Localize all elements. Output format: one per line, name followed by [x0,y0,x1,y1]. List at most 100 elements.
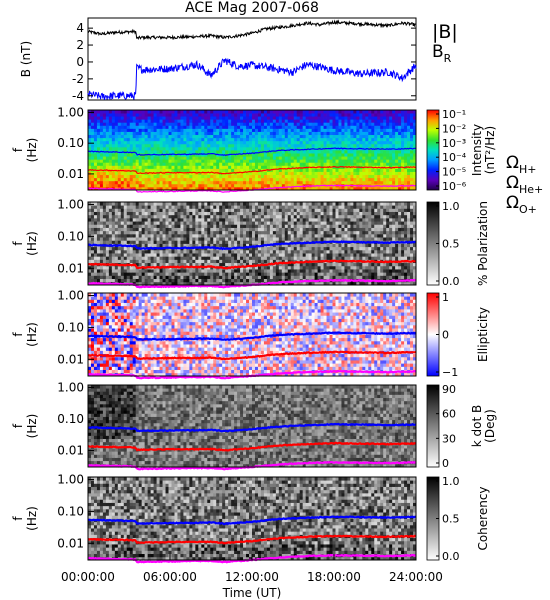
spectrogram-cell [311,168,316,172]
spectrogram-cell [132,281,137,286]
spectrogram-cell [120,237,125,241]
spectrogram-cell [165,240,169,244]
spectrogram-cell [386,125,390,129]
spectrogram-cell [201,174,205,179]
spectrogram-cell [192,137,196,142]
spectrogram-cell [272,221,277,225]
spectrogram-cell [234,137,238,142]
spectrogram-cell [389,134,393,139]
spectrogram-cell [171,140,175,145]
spectrogram-cell [296,146,301,151]
spectrogram-cell [359,159,363,163]
spectrogram-cell [150,230,154,235]
spectrogram-cell [320,262,324,267]
spectrogram-cell [395,119,399,123]
spectrogram-cell [204,262,208,267]
spectrogram-cell [317,131,321,136]
spectrogram-cell [174,240,178,244]
spectrogram-cell [284,119,289,123]
spectrogram-cell [129,246,134,251]
spectrogram-cell [287,134,292,139]
spectrogram-cell [120,165,125,169]
spectrogram-cell [117,119,122,123]
spectrogram-cell [111,211,116,216]
spectrogram-cell [263,249,268,254]
spectrogram-cell [413,186,417,191]
spectrogram-cell [317,205,321,209]
spectrogram-cell [338,168,342,172]
spectrogram-cell [213,162,217,166]
spectrogram-cell [243,137,247,142]
spectrogram-cell [117,259,122,264]
spectrogram-cell [252,211,256,216]
spectrogram-cell [138,140,143,145]
spectrogram-cell [252,137,256,142]
spectrogram-cell [290,265,295,270]
spectrogram-cell [380,177,384,182]
spectrogram-cell [198,128,202,132]
spectrogram-cell [117,165,122,169]
spectrogram-cell [296,202,301,206]
spectrogram-cell [198,137,202,142]
spectrogram-cell [102,137,107,142]
spectrogram-cell [299,214,304,219]
spectrogram-cell [234,146,238,151]
spectrogram-cell [362,143,366,148]
spectrogram-cell [293,174,298,179]
spectrogram-cell [323,119,327,123]
spectrogram-cell [213,217,217,222]
spectrogram-cell [374,177,378,182]
spectrogram-cell [165,143,169,148]
spectrogram-cell [275,146,280,151]
spectrogram-cell [389,153,393,157]
spectrogram-cell [168,134,172,139]
spectrogram-cell [195,227,199,232]
spectrogram-cell [177,269,181,273]
spectrogram-cell [281,265,286,270]
spectrogram-cell [108,275,113,280]
spectrogram-cell [266,233,271,238]
spectrogram-cell [302,140,307,145]
spectrogram-cell [240,119,244,123]
spectrogram-cell [407,110,411,114]
spectrogram-cell [222,131,226,136]
spectrogram-cell [141,281,146,286]
spectrogram-cell [240,186,244,191]
spectrogram-cell [195,162,199,166]
spectrogram-cell [290,208,295,212]
spectrogram-cell [219,134,223,139]
spectrogram-cell [195,214,199,219]
spectrogram-cell [210,233,214,238]
spectrogram-cell [210,116,214,120]
spectrogram-cell [371,186,375,191]
spectrogram-cell [302,237,307,241]
spectrogram-cell [210,202,214,206]
spectrogram-cell [302,143,307,148]
spectrogram-cell [90,122,95,126]
spectrogram-cell [189,128,193,132]
spectrogram-cell [308,214,313,219]
spectrogram-cell [299,217,304,222]
spectrogram-cell [356,156,360,160]
spectrogram-cell [207,134,211,139]
spectrogram-cell [177,230,181,235]
spectrogram-cell [356,186,360,191]
spectrogram-cell [156,275,160,280]
spectrogram-cell [222,259,226,264]
spectrogram-cell [207,272,211,276]
spectrogram-cell [213,150,217,154]
spectrogram-cell [266,278,271,283]
spectrogram-cell [108,269,113,273]
spectrogram-cell [389,171,393,176]
spectrogram-cell [210,156,214,160]
spectrogram-cell [147,278,152,283]
spectrogram-cell [311,221,316,225]
spectrogram-cell [356,119,360,123]
colorbar-tick-label: 10⁻³ [442,137,466,150]
spectrogram-cell [317,174,321,179]
spectrogram-cell [129,227,134,232]
spectrogram-cell [407,131,411,136]
spectrogram-cell [284,177,289,182]
spectrogram-cell [135,174,140,179]
spectrogram-cell [234,262,238,267]
